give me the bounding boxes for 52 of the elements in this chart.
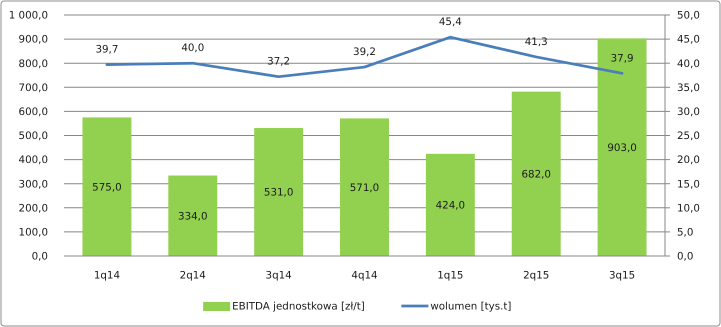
- data-label: 39,7: [95, 44, 118, 56]
- data-label: 45,4: [438, 16, 462, 28]
- y2-tick-label: 0,0: [677, 250, 694, 263]
- y2-tick-label: 50,0: [677, 10, 700, 22]
- data-label: 37,9: [610, 52, 634, 64]
- y2-tick-label: 5,0: [677, 226, 694, 239]
- bar: [82, 117, 132, 256]
- y-tick-label: 200,0: [18, 202, 48, 214]
- x-tick-label: 2q15: [523, 270, 550, 282]
- y2-tick-label: 15,0: [677, 178, 700, 190]
- y-tick-label: 800,0: [18, 58, 48, 70]
- y-tick-label: 700,0: [18, 82, 48, 94]
- y2-tick-label: 20,0: [677, 154, 700, 166]
- bar: [426, 154, 475, 256]
- y2-tick-label: 40,0: [677, 58, 700, 70]
- y-tick-label: 600,0: [18, 106, 48, 118]
- data-label: 41,3: [524, 36, 548, 48]
- y-tick-label: 100,0: [18, 226, 48, 239]
- y2-tick-label: 30,0: [677, 106, 700, 118]
- bar: [340, 118, 389, 256]
- y2-tick-label: 25,0: [677, 130, 700, 142]
- data-label: 903,0: [607, 142, 637, 154]
- legend-label: wolumen [tys.t]: [430, 300, 512, 313]
- y2-tick-label: 10,0: [677, 202, 700, 214]
- y-tick-label: 400,0: [18, 154, 48, 166]
- y-tick-label: 300,0: [18, 178, 48, 190]
- bar: [598, 38, 647, 256]
- x-tick-label: 4q14: [351, 270, 378, 282]
- x-tick-label: 1q15: [437, 270, 464, 282]
- data-label: 334,0: [178, 210, 208, 222]
- data-label: 37,2: [267, 56, 290, 68]
- data-label: 39,2: [353, 46, 376, 58]
- bar: [254, 128, 304, 256]
- x-tick-label: 3q14: [266, 270, 292, 282]
- data-label: 40,0: [181, 42, 204, 54]
- data-label: 575,0: [92, 181, 122, 194]
- y-tick-label: 500,0: [18, 130, 48, 142]
- y2-tick-label: 45,0: [677, 34, 700, 46]
- y-tick-label: 900,0: [18, 34, 48, 46]
- x-tick-label: 2q14: [180, 270, 206, 282]
- y2-tick-label: 35,0: [677, 82, 700, 94]
- data-label: 682,0: [521, 168, 551, 180]
- y-tick-label: 1 000,0: [8, 10, 48, 22]
- y-tick-label: 0,0: [32, 250, 48, 263]
- data-label: 571,0: [350, 182, 380, 194]
- data-label: 531,0: [264, 186, 294, 199]
- legend-label: EBITDA jednostkowa [zł/t]: [232, 300, 365, 313]
- x-tick-label: 1q14: [94, 270, 120, 282]
- x-tick-label: 3q15: [608, 270, 636, 282]
- data-label: 424,0: [436, 200, 466, 212]
- bar: [168, 176, 218, 256]
- bar: [512, 92, 561, 256]
